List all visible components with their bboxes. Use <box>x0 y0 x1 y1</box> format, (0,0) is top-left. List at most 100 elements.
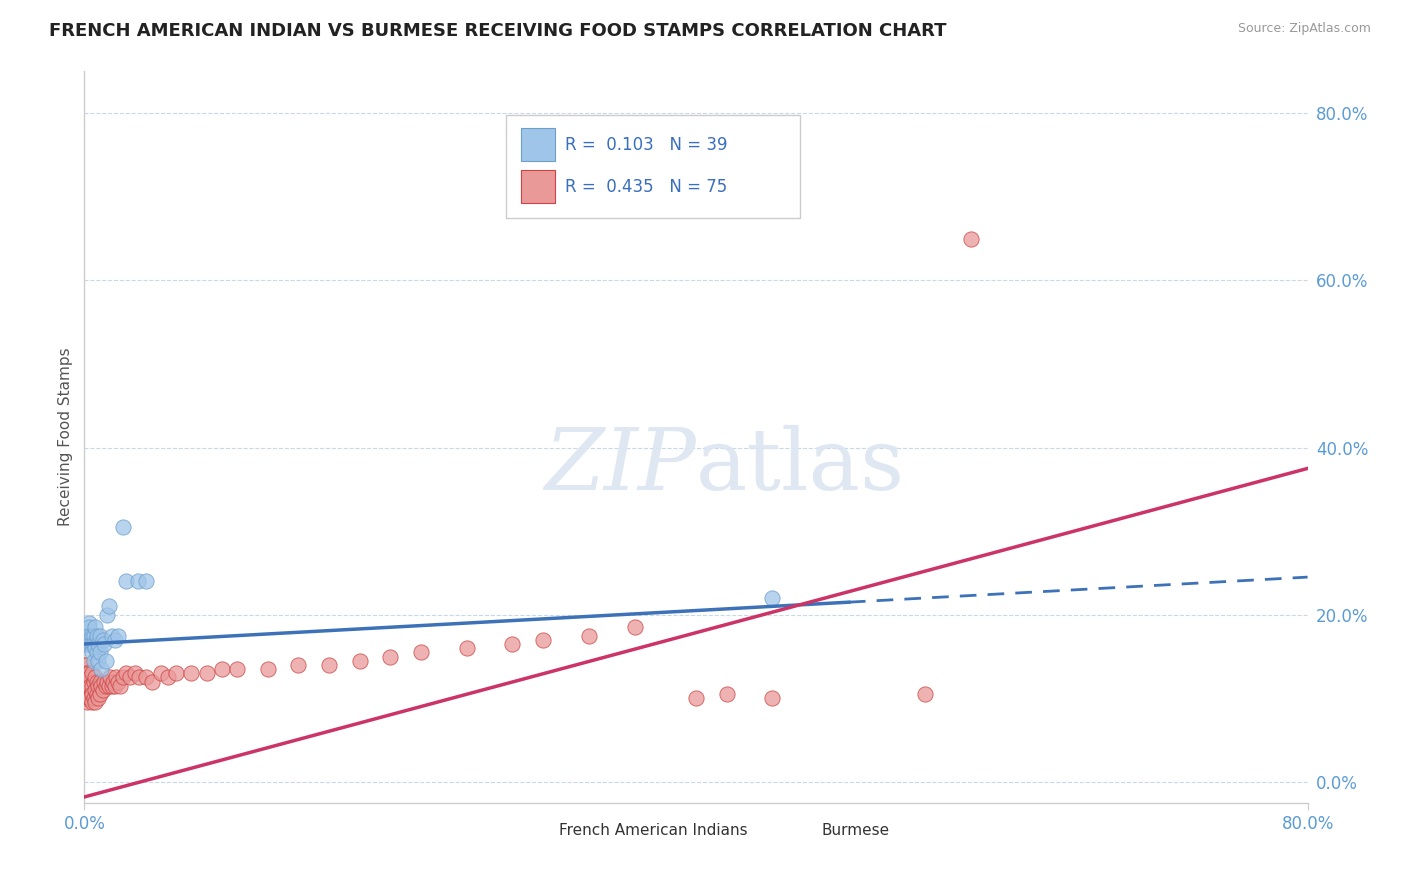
Point <box>77 674 100 689</box>
Point <box>761 691 783 706</box>
Point <box>97 679 120 693</box>
Point <box>318 657 340 672</box>
Point <box>73 632 96 647</box>
Point <box>96 607 118 622</box>
Point <box>76 632 98 647</box>
Text: FRENCH AMERICAN INDIAN VS BURMESE RECEIVING FOOD STAMPS CORRELATION CHART: FRENCH AMERICAN INDIAN VS BURMESE RECEIV… <box>49 22 946 40</box>
Point <box>77 691 100 706</box>
Point <box>685 691 707 706</box>
Point <box>89 645 111 659</box>
Bar <box>524 820 551 841</box>
Text: Burmese: Burmese <box>823 823 890 838</box>
Point <box>83 637 105 651</box>
Point <box>83 654 105 668</box>
Point <box>89 674 111 689</box>
Point <box>75 657 97 672</box>
Point <box>84 641 107 656</box>
Text: R =  0.435   N = 75: R = 0.435 N = 75 <box>565 178 727 196</box>
Point <box>124 666 146 681</box>
Point <box>114 666 136 681</box>
Point <box>80 696 103 710</box>
Point <box>84 682 107 697</box>
Point <box>83 674 105 689</box>
Point <box>101 679 124 693</box>
Point <box>111 520 134 534</box>
Point <box>157 670 180 684</box>
Point <box>75 674 97 689</box>
Point <box>94 679 117 693</box>
Point <box>90 679 112 693</box>
Point <box>80 629 103 643</box>
Point <box>79 691 101 706</box>
Bar <box>787 820 814 841</box>
Point <box>73 657 96 672</box>
Point <box>80 645 103 659</box>
Point <box>87 691 110 706</box>
Point <box>114 574 136 589</box>
Point <box>73 691 96 706</box>
Point <box>141 674 163 689</box>
Point <box>84 670 107 684</box>
Point <box>76 624 98 639</box>
Point <box>914 687 936 701</box>
Point <box>226 662 249 676</box>
Point <box>93 637 115 651</box>
Point <box>128 670 150 684</box>
Point <box>76 691 98 706</box>
Point <box>103 674 125 689</box>
Bar <box>522 128 555 161</box>
Point <box>120 670 142 684</box>
Point <box>77 629 100 643</box>
Point <box>135 670 157 684</box>
Point <box>75 629 97 643</box>
Point <box>83 629 105 643</box>
Point <box>531 632 554 647</box>
Point <box>86 645 108 659</box>
Y-axis label: Receiving Food Stamps: Receiving Food Stamps <box>58 348 73 526</box>
Point <box>90 662 112 676</box>
Point <box>135 574 157 589</box>
Point <box>80 679 103 693</box>
Point <box>91 632 114 647</box>
Point <box>79 637 101 651</box>
Point <box>165 666 187 681</box>
Point <box>84 620 107 634</box>
Point <box>101 629 124 643</box>
Point <box>93 674 115 689</box>
Point <box>104 632 127 647</box>
Point <box>80 637 103 651</box>
Point <box>108 679 131 693</box>
Text: ZIP: ZIP <box>544 425 696 508</box>
Point <box>380 649 402 664</box>
Point <box>80 687 103 701</box>
Point <box>349 654 371 668</box>
Point <box>578 629 600 643</box>
Point <box>83 691 105 706</box>
Point <box>98 670 121 684</box>
Point <box>79 632 101 647</box>
Point <box>79 670 101 684</box>
Text: Source: ZipAtlas.com: Source: ZipAtlas.com <box>1237 22 1371 36</box>
Point <box>180 666 202 681</box>
Point <box>87 654 110 668</box>
Point <box>84 696 107 710</box>
Text: R =  0.103   N = 39: R = 0.103 N = 39 <box>565 136 727 153</box>
Point <box>195 666 218 681</box>
Point <box>127 574 149 589</box>
Bar <box>522 170 555 203</box>
Point <box>257 662 280 676</box>
Point <box>80 666 103 681</box>
Point <box>104 679 127 693</box>
Point <box>73 666 96 681</box>
Point <box>86 629 108 643</box>
Point <box>86 674 108 689</box>
Point <box>91 682 114 697</box>
Point <box>97 599 120 614</box>
Point <box>149 666 172 681</box>
Point <box>111 670 134 684</box>
Bar <box>506 115 800 218</box>
Point <box>77 679 100 693</box>
Point <box>87 637 110 651</box>
Point <box>75 691 97 706</box>
Point <box>502 637 524 651</box>
